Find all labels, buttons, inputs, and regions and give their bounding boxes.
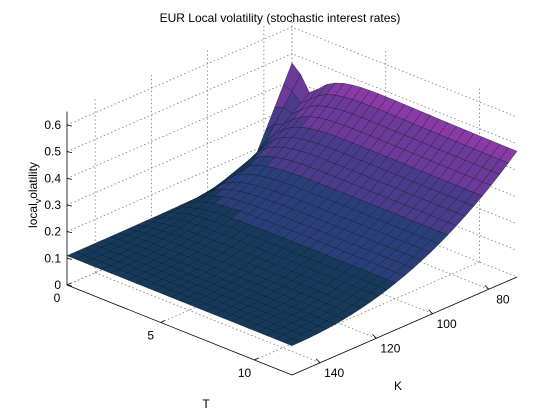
z-tick-3 (66, 204, 73, 207)
z-axis-label-main: local (26, 203, 40, 228)
z-tick-label-1: 0.1 (44, 251, 61, 265)
t-tick-1 (160, 320, 165, 323)
z-tick-2 (66, 231, 73, 234)
chart-title: EUR Local volatility (stochastic interes… (160, 11, 401, 25)
grid-line-k-floor-0 (94, 272, 321, 364)
axes: 0 0.1 0.2 0.3 0.4 0.5 0.6 0 5 10 80 100 120 140 (44, 111, 518, 380)
y-axis-label: K (394, 379, 402, 393)
z-tick-4 (66, 177, 73, 180)
z-tick-5 (66, 151, 73, 154)
k-axis-line (291, 276, 518, 376)
z-tick-label-3: 0.3 (44, 198, 61, 212)
k-tick-0 (484, 284, 490, 290)
k-tick-label-3: 140 (324, 366, 344, 380)
k-tick-label-0: 80 (496, 292, 510, 306)
t-tick-0 (66, 282, 72, 286)
z-tick-label-6: 0.6 (44, 118, 61, 132)
surface-mesh (66, 62, 518, 346)
k-tick-1 (428, 309, 433, 315)
z-axis-label: localvolatility (26, 162, 43, 228)
z-tick-label-4: 0.4 (44, 171, 61, 185)
z-tick-0 (66, 284, 73, 287)
z-axis-label-rest: olatility (26, 162, 40, 199)
t-tick-label-2: 10 (238, 366, 252, 380)
z-tick-1 (66, 257, 73, 260)
z-tick-label-2: 0.2 (44, 225, 61, 239)
z-tick-6 (66, 124, 73, 127)
k-tick-label-1: 100 (437, 317, 457, 331)
z-tick-label-0: 0 (54, 278, 61, 292)
t-tick-2 (254, 357, 259, 361)
surface-cell (66, 251, 85, 260)
x-axis-label: T (202, 397, 210, 411)
t-tick-label-1: 5 (147, 329, 154, 343)
z-axis-label-sub: v (33, 198, 43, 203)
k-tick-3 (315, 358, 321, 364)
k-tick-label-2: 120 (380, 341, 400, 355)
z-tick-label-5: 0.5 (44, 145, 61, 159)
t-tick-label-0: 0 (54, 291, 61, 305)
k-tick-2 (372, 333, 377, 339)
